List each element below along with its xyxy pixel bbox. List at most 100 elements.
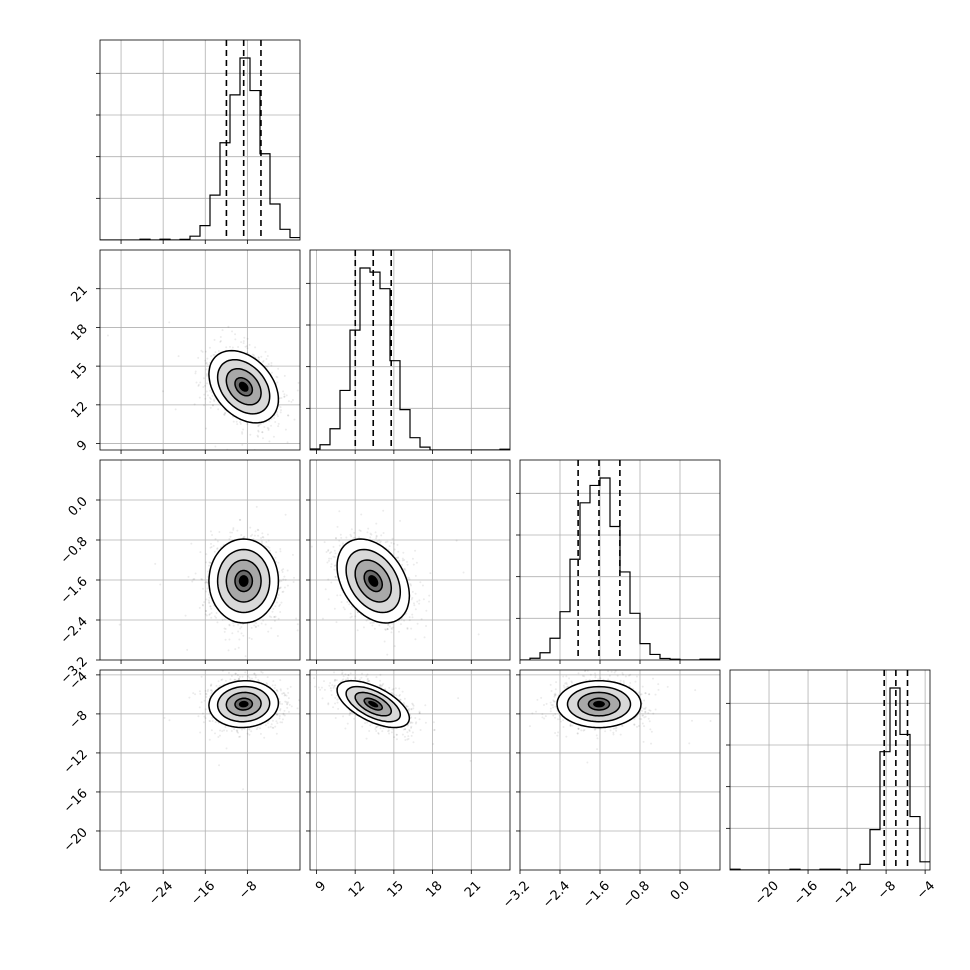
scatter-point: [356, 611, 359, 614]
scatter-point: [251, 353, 254, 356]
scatter-point: [206, 394, 209, 397]
scatter-point: [257, 356, 260, 359]
scatter-point: [342, 606, 345, 609]
scatter-point: [213, 550, 216, 553]
scatter-point: [209, 398, 212, 401]
y-tick-label: 21: [69, 283, 91, 305]
scatter-point: [323, 541, 326, 544]
scatter-point: [223, 627, 226, 630]
scatter-point: [288, 503, 290, 505]
scatter-point: [292, 580, 295, 583]
scatter-point: [221, 670, 224, 672]
scatter-point: [240, 341, 243, 344]
scatter-point: [268, 615, 271, 618]
scatter-point: [231, 346, 234, 349]
scatter-point: [198, 396, 201, 399]
scatter-point: [216, 621, 219, 624]
scatter-point: [318, 571, 320, 573]
scatter-point: [241, 431, 244, 434]
scatter-point: [204, 581, 207, 584]
scatter-point: [228, 624, 231, 627]
scatter-point: [296, 389, 299, 392]
scatter-point: [293, 545, 295, 547]
scatter-point: [206, 374, 209, 377]
scatter-point: [376, 540, 379, 543]
scatter-point: [307, 447, 309, 449]
scatter-point: [403, 567, 406, 570]
scatter-point: [231, 330, 234, 333]
scatter-point: [265, 365, 268, 368]
scatter-point: [401, 557, 404, 560]
scatter-point: [196, 487, 198, 489]
panel-frame: [309, 459, 511, 661]
scatter-point: [277, 561, 280, 564]
scatter-point: [360, 513, 363, 516]
scatter-point: [232, 528, 235, 531]
scatter-point: [286, 441, 289, 444]
scatter-point: [390, 541, 393, 544]
scatter-point: [365, 619, 368, 622]
scatter-point: [207, 599, 210, 602]
scatter-point: [257, 678, 260, 681]
scatter-point: [208, 396, 211, 399]
scatter-point: [284, 428, 287, 431]
scatter-point: [279, 603, 282, 606]
scatter-point: [414, 608, 417, 611]
scatter-point: [388, 545, 391, 548]
scatter-point: [386, 627, 389, 630]
scatter-point: [270, 361, 273, 364]
scatter-point: [261, 536, 264, 539]
scatter-point: [192, 578, 195, 581]
scatter-point: [279, 702, 282, 705]
scatter-point: [234, 333, 237, 336]
scatter-point: [239, 627, 242, 630]
scatter-point: [284, 578, 287, 581]
scatter-point: [421, 584, 424, 587]
scatter-point: [477, 633, 480, 636]
panel-3-1: −3.2−2.4−1.6−0.80.0: [58, 459, 320, 711]
panel-4-1: −32 −24 −16 −8−20−16−12−8−4: [61, 669, 301, 908]
density-core: [368, 575, 379, 587]
scatter-point: [177, 355, 180, 358]
scatter-point: [246, 347, 249, 350]
scatter-point: [231, 531, 234, 534]
scatter-point: [194, 572, 197, 575]
scatter-point: [425, 609, 428, 612]
scatter-point: [380, 534, 383, 537]
scatter-point: [286, 584, 289, 587]
scatter-point: [228, 638, 231, 641]
scatter-point: [204, 350, 207, 353]
scatter-point: [412, 563, 415, 566]
scatter-point: [192, 709, 194, 711]
scatter-point: [207, 570, 210, 573]
scatter-point: [208, 564, 211, 567]
scatter-point: [280, 579, 283, 582]
scatter-point: [375, 537, 378, 540]
scatter-point: [274, 420, 277, 423]
scatter-point: [406, 627, 409, 630]
scatter-point: [414, 549, 417, 552]
scatter-point: [382, 532, 385, 535]
scatter-point: [264, 350, 267, 353]
scatter-point: [229, 535, 232, 538]
scatter-point: [286, 569, 289, 572]
scatter-point: [391, 622, 394, 625]
scatter-point: [276, 596, 279, 599]
scatter-point: [269, 725, 272, 728]
scatter-point: [212, 398, 215, 401]
scatter-point: [287, 414, 290, 417]
scatter-point: [248, 728, 251, 731]
scatter-point: [292, 576, 295, 579]
scatter-point: [349, 533, 352, 536]
scatter-point: [249, 678, 252, 681]
scatter-point: [203, 404, 206, 407]
scatter-point: [296, 707, 299, 710]
scatter-point: [205, 614, 208, 617]
scatter-point: [205, 382, 208, 385]
scatter-point: [202, 604, 205, 607]
scatter-point: [305, 339, 307, 341]
scatter-point: [197, 356, 200, 359]
scatter-point: [264, 623, 267, 626]
density-contour: [216, 548, 271, 614]
